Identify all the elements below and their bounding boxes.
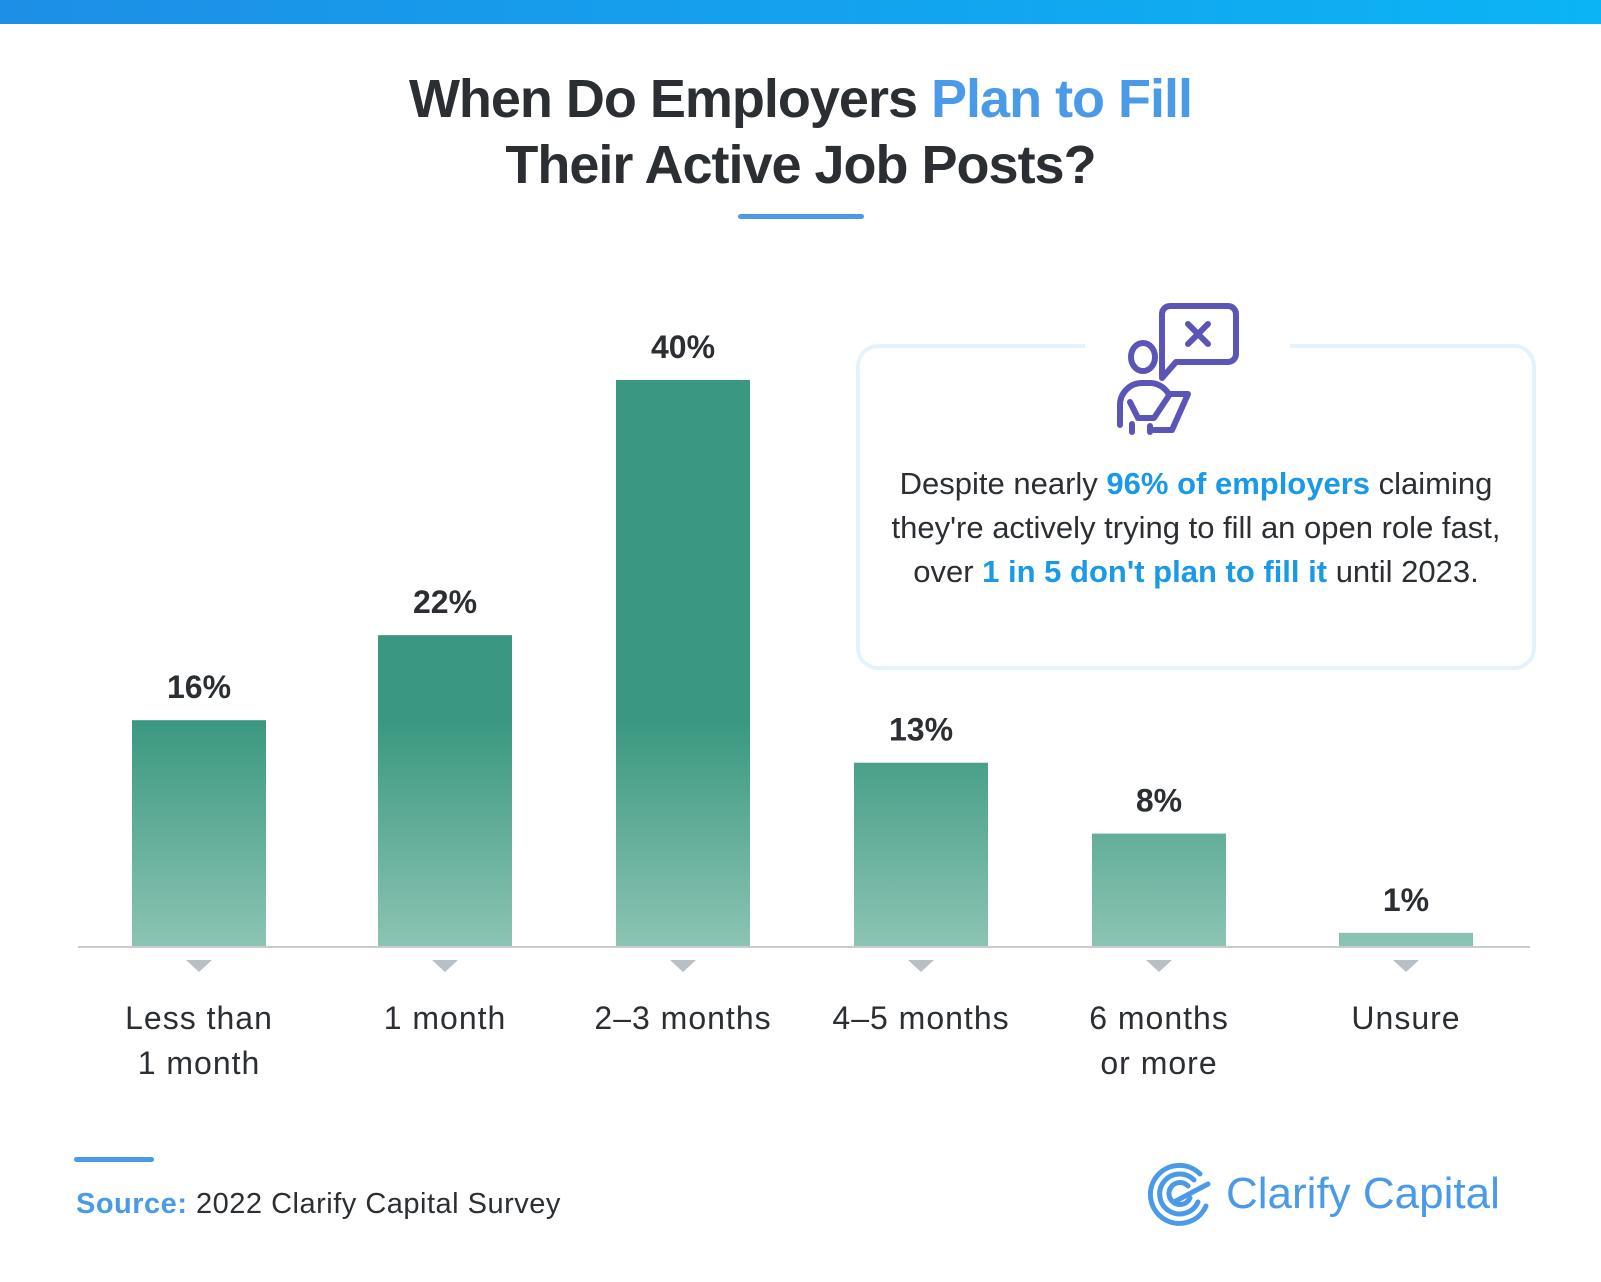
logo-text: Clarify Capital — [1226, 1169, 1500, 1218]
category-label-4: or more — [1100, 1045, 1217, 1081]
bar-1 — [378, 635, 512, 947]
callout-text-2: claiming they're actively trying to fill… — [891, 466, 1501, 589]
category-label-3: 4–5 months — [832, 1000, 1009, 1036]
data-label-5: 1% — [1383, 882, 1429, 918]
data-label-1: 22% — [413, 584, 477, 620]
clarify-logo-icon — [1148, 1162, 1211, 1226]
category-label-0: 1 month — [138, 1045, 261, 1081]
tick-marker-2 — [670, 960, 696, 972]
source-note: Source: 2022 Clarify Capital Survey — [76, 1188, 561, 1221]
callout-text-1: Despite nearly — [899, 466, 1107, 501]
title-underline — [738, 214, 864, 219]
clarify-capital-logo: Clarify Capital — [1148, 1162, 1500, 1226]
callout-text: Despite nearly 96% of employers claiming… — [870, 462, 1522, 594]
bar-2 — [616, 380, 750, 947]
tick-marker-5 — [1393, 960, 1419, 972]
category-label-0: Less than — [125, 1000, 273, 1036]
title-highlight: Plan to Fill — [931, 69, 1193, 129]
title-line2: Their Active Job Posts? — [505, 135, 1096, 195]
bar-0 — [132, 720, 266, 947]
tick-marker-0 — [186, 960, 212, 972]
category-label-2: 2–3 months — [594, 1000, 771, 1036]
data-label-4: 8% — [1136, 783, 1182, 819]
callout-highlight-2: 1 in 5 don't plan to fill it — [982, 554, 1328, 589]
category-label-5: Unsure — [1351, 1000, 1460, 1036]
data-label-0: 16% — [167, 669, 231, 705]
data-label-2: 40% — [651, 329, 715, 365]
tick-marker-4 — [1146, 960, 1172, 972]
category-label-1: 1 month — [384, 1000, 507, 1036]
top-accent-bar — [0, 0, 1601, 24]
tick-marker-1 — [432, 960, 458, 972]
source-label: Source: — [76, 1188, 188, 1220]
bar-5 — [1339, 932, 1473, 947]
data-label-3: 13% — [889, 712, 953, 748]
bar-4 — [1092, 833, 1226, 947]
callout-text-3: until 2023. — [1327, 554, 1479, 589]
source-rule — [74, 1157, 154, 1162]
title-part1: When Do Employers — [408, 69, 932, 129]
person-with-speech-bubble-x-icon — [1117, 303, 1239, 435]
bar-chart: 16% Less than 1 month 22% 1 month 40% 2–3 mont… — [78, 329, 1530, 1081]
category-label-4: 6 months — [1089, 1000, 1229, 1036]
source-text: 2022 Clarify Capital Survey — [187, 1188, 561, 1220]
callout-highlight-1: 96% of employers — [1106, 466, 1371, 501]
tick-marker-3 — [908, 960, 934, 972]
bar-3 — [854, 762, 988, 947]
chart-title: When Do Employers Plan to Fill Their Act… — [0, 66, 1601, 198]
